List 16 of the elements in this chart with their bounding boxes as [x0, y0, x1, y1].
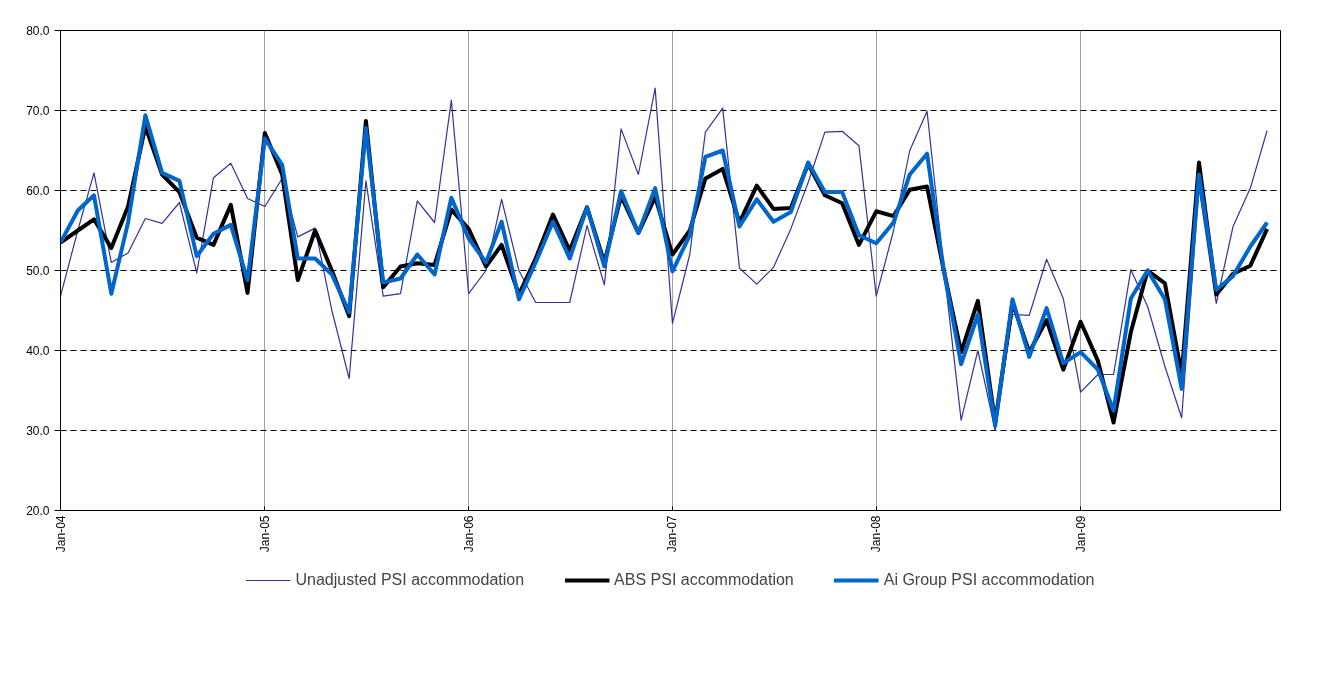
y-tick-label: 20.0	[26, 504, 50, 518]
legend-label: Ai Group PSI accommodation	[883, 571, 1095, 589]
y-tick-label: 60.0	[26, 184, 50, 198]
y-tick-label: 30.0	[26, 424, 50, 438]
x-tick-label: Jan-08	[869, 515, 884, 553]
x-tick-label: Jan-06	[461, 515, 476, 553]
y-tick-label: 40.0	[26, 344, 50, 358]
y-tick-label: 50.0	[26, 264, 50, 278]
x-tick-label: Jan-04	[53, 515, 68, 553]
x-tick-label: Jan-09	[1073, 515, 1088, 553]
x-tick-label: Jan-05	[257, 515, 272, 553]
x-tick-label: Jan-07	[665, 515, 680, 553]
y-tick-label: 80.0	[26, 24, 50, 38]
legend-label: ABS PSI accommodation	[614, 571, 794, 589]
y-tick-label: 70.0	[26, 104, 50, 118]
legend-label: Unadjusted PSI accommodation	[295, 571, 525, 589]
